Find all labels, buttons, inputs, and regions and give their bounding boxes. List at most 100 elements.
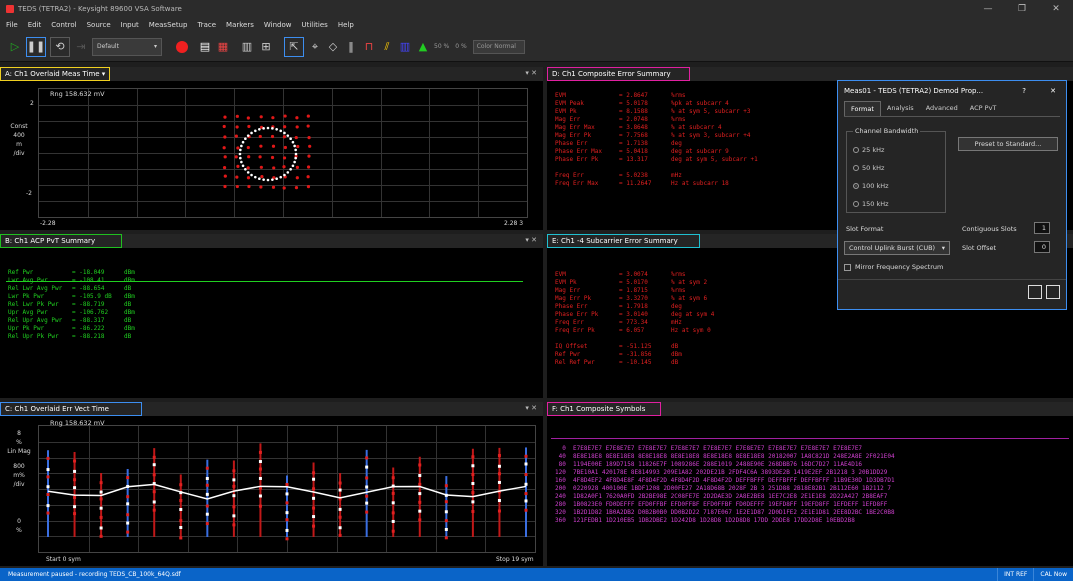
ref-indicator[interactable]: INT REF	[997, 568, 1033, 581]
radio-100khz[interactable]: 100 kHz	[853, 182, 889, 190]
constellation-ring-point	[294, 156, 297, 160]
constellation-ring-point	[275, 177, 278, 181]
error-point	[338, 481, 342, 485]
constellation-point	[307, 136, 311, 140]
record-icon[interactable]	[176, 40, 188, 53]
preset-standard-button[interactable]: Preset to Standard...	[958, 137, 1058, 151]
constellation-point	[259, 115, 263, 119]
menu-edit[interactable]: Edit	[27, 21, 42, 29]
constellation-ring-point	[238, 152, 242, 156]
pane-e-title[interactable]: E: Ch1 -4 Subcarrier Error Summary	[547, 234, 700, 248]
error-point	[497, 464, 501, 468]
constellation-point	[283, 125, 287, 129]
zoom-icon[interactable]: ⌖	[311, 39, 319, 53]
folder-icon[interactable]	[1028, 285, 1042, 299]
window-title: TEDS (TETRA2) - Keysight 89600 VSA Softw…	[18, 5, 182, 13]
pane-a-title[interactable]: A: Ch1 Overlaid Meas Time ▾	[0, 67, 111, 81]
error-point	[99, 481, 103, 485]
table-row: Freq Err Max = 11.2647 Hz at subcarr 18	[555, 180, 729, 187]
slot-offset-field[interactable]: 0	[1034, 241, 1050, 253]
trace-color-icon[interactable]: ⫽	[384, 39, 390, 53]
menu-source[interactable]: Source	[86, 21, 111, 29]
restart-icon[interactable]: ⟲	[50, 36, 70, 57]
error-point	[152, 473, 156, 477]
menu-utilities[interactable]: Utilities	[301, 21, 328, 29]
peak-marker-icon[interactable]: ⊓	[364, 40, 374, 53]
menu-trace[interactable]: Trace	[197, 21, 217, 29]
color-mode-field[interactable]: Color Normal	[472, 39, 525, 54]
tab-acp-pvt[interactable]: ACP PvT	[969, 104, 997, 112]
constellation-ring-point	[253, 175, 257, 179]
error-point	[152, 508, 156, 512]
windows-icon[interactable]	[1046, 285, 1060, 299]
pane-close-icon[interactable]: ▾ ✕	[525, 69, 537, 77]
constellation-point	[306, 175, 310, 179]
radio-50khz[interactable]: 50 kHz	[853, 164, 884, 172]
constellation-ring-point	[293, 160, 296, 164]
pane-f-title[interactable]: F: Ch1 Composite Symbols	[547, 402, 661, 416]
pane-close-icon[interactable]: ▾ ✕	[525, 236, 537, 244]
menu-meassetup[interactable]: MeasSetup	[148, 21, 188, 29]
minimize-button[interactable]: —	[983, 4, 993, 14]
persistence-icon[interactable]: ▲	[418, 40, 428, 53]
menu-markers[interactable]: Markers	[226, 21, 254, 29]
tab-advanced[interactable]: Advanced	[925, 104, 958, 112]
zero-pct[interactable]: 0 %	[455, 43, 467, 50]
pause-icon[interactable]: ❚❚	[26, 36, 46, 57]
checkbox-icon[interactable]	[844, 263, 851, 271]
radio-25khz[interactable]: 25 kHz	[853, 146, 884, 154]
error-point	[312, 496, 316, 500]
preset-dropdown[interactable]: Default ▾	[92, 37, 162, 56]
error-point	[285, 483, 289, 487]
constellation-ring-point	[283, 131, 286, 135]
menu-window[interactable]: Window	[263, 21, 292, 29]
slot-format-dropdown[interactable]: Control Uplink Burst (CUB) ▾	[844, 241, 950, 255]
layout-icon[interactable]: ▥	[241, 40, 253, 53]
pane-close-icon[interactable]: ▾ ✕	[525, 404, 537, 412]
table-row: Freq Err = 773.34 mHz	[555, 319, 682, 326]
cal-indicator[interactable]: CAL Now	[1033, 568, 1073, 581]
pointer-icon[interactable]: ⇱	[284, 36, 304, 57]
recording-icon[interactable]: ▦	[217, 40, 229, 53]
document-icon[interactable]: ▤	[199, 40, 211, 53]
pane-c-title[interactable]: C: Ch1 Overlaid Err Vect Time	[0, 402, 142, 416]
pane-e: E: Ch1 -4 Subcarrier Error Summary EVM = …	[547, 234, 1073, 398]
menu-input[interactable]: Input	[120, 21, 139, 29]
tab-format[interactable]: Format	[844, 101, 881, 116]
zoom-pct[interactable]: 50 %	[434, 43, 450, 50]
dialog-close-button[interactable]: ✕	[1050, 87, 1056, 95]
mirror-checkbox[interactable]: Mirror Frequency Spectrum	[844, 263, 943, 271]
pane-d-title[interactable]: D: Ch1 Composite Error Summary	[547, 67, 690, 81]
help-button[interactable]: ?	[1022, 87, 1026, 95]
table-row: Phase Err Pk = 13.317 deg at sym 5, subcar…	[555, 156, 758, 163]
constellation-point	[282, 156, 287, 160]
error-point	[46, 504, 50, 508]
grid-icon[interactable]: ⊞	[261, 40, 271, 53]
tab-analysis[interactable]: Analysis	[886, 104, 914, 112]
menu-help[interactable]: Help	[337, 21, 354, 29]
constellation-point	[259, 125, 264, 129]
constellation-point	[258, 155, 262, 159]
dialog-title: Meas01 - TEDS (TETRA2) Demod Prop...	[844, 87, 984, 95]
maximize-button[interactable]: ❐	[1017, 4, 1027, 14]
constellation-point	[235, 184, 239, 189]
error-point	[444, 527, 448, 531]
contiguous-slots-field[interactable]: 1	[1034, 222, 1050, 234]
error-point	[99, 490, 103, 494]
single-step-icon[interactable]: ⇥	[76, 40, 86, 53]
constellation-ring-point	[262, 127, 265, 130]
error-point	[285, 537, 289, 541]
acp-table: Ref Pwr= -18.049dBmLwr Avg Pwr= -108.41d…	[0, 249, 543, 398]
bars-icon[interactable]: ‖	[348, 40, 354, 53]
pane-b-title[interactable]: B: Ch1 ACP PvT Summary	[0, 234, 122, 248]
constellation-point	[260, 175, 264, 179]
radio-150khz[interactable]: 150 kHz	[853, 200, 889, 208]
marker-icon[interactable]: ◇	[328, 40, 338, 53]
menu-file[interactable]: File	[6, 21, 18, 29]
menu-control[interactable]: Control	[51, 21, 77, 29]
spectrogram-icon[interactable]: ▥	[399, 40, 411, 53]
play-icon[interactable]: ▷	[10, 40, 20, 53]
close-button[interactable]: ✕	[1052, 4, 1060, 14]
constellation-point	[282, 135, 287, 139]
error-point	[338, 507, 342, 511]
